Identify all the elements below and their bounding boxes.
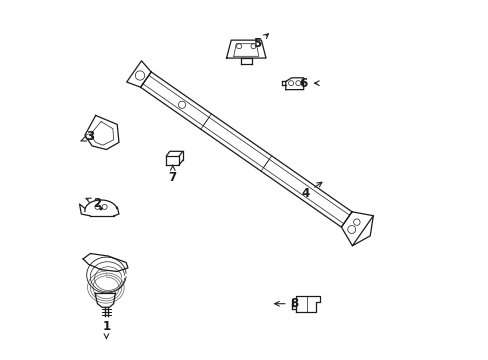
Text: 2: 2: [86, 197, 102, 210]
Text: 3: 3: [81, 130, 94, 144]
Circle shape: [100, 207, 102, 210]
Text: 1: 1: [102, 320, 110, 339]
Text: 7: 7: [168, 165, 177, 184]
Text: 4: 4: [301, 182, 321, 200]
Text: 8: 8: [274, 297, 298, 310]
Text: 5: 5: [252, 34, 268, 50]
Text: 6: 6: [299, 77, 319, 90]
